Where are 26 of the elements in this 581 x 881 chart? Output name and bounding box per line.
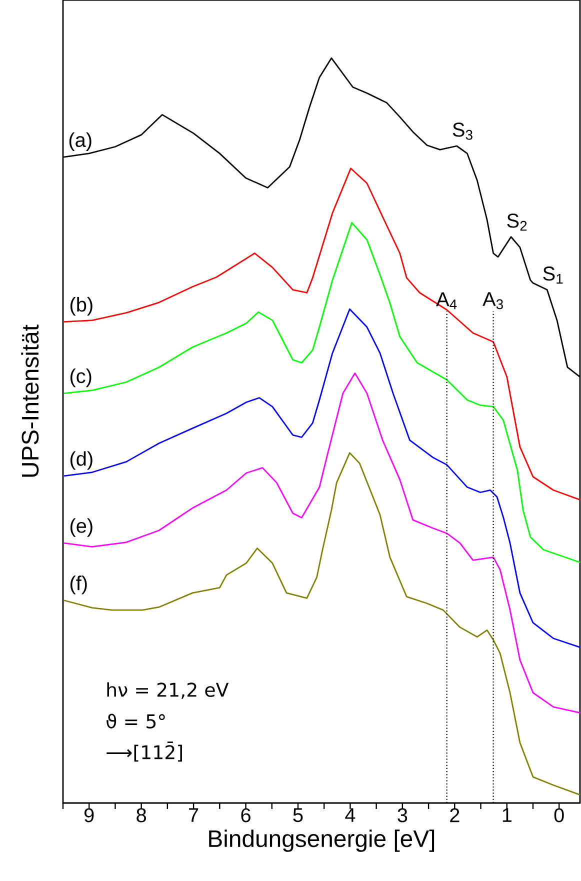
x-tick-label: 5 <box>293 808 303 822</box>
x-tick-label: 3 <box>398 808 408 822</box>
x-tick-label: 8 <box>136 808 146 822</box>
annotation: S$_{2}$ <box>507 214 527 231</box>
x-tick-label: 6 <box>241 808 250 822</box>
series-label: (d) <box>70 451 92 470</box>
x-tick-label: 7 <box>189 808 198 822</box>
annotation: ϑ = 5° <box>106 714 165 728</box>
series-label: (f) <box>70 576 87 594</box>
annotation: ⟶[112̄] <box>106 742 182 762</box>
annotation: S$_{1}$ <box>543 266 563 284</box>
annotation: hν = 21,2 eV <box>107 682 229 699</box>
series-label: (e) <box>70 518 92 537</box>
series-label: (b) <box>70 297 92 316</box>
series-label: (c) <box>70 368 92 388</box>
ref-line-label: A$_{4}$ <box>436 292 457 310</box>
ref-line-label: A$_{3}$ <box>482 292 503 310</box>
annotation: S$_{3}$ <box>452 122 472 140</box>
x-axis-title: Bindungsenergie [eV] <box>209 830 434 852</box>
y-axis-title: UPS-Intensität <box>21 324 39 477</box>
x-tick-label: 1 <box>502 808 512 822</box>
x-tick-label: 9 <box>84 808 94 822</box>
x-tick-label: 0 <box>554 808 564 822</box>
series-label: (a) <box>69 132 92 151</box>
x-tick-label: 4 <box>345 808 356 822</box>
x-tick-label: 2 <box>450 808 460 822</box>
